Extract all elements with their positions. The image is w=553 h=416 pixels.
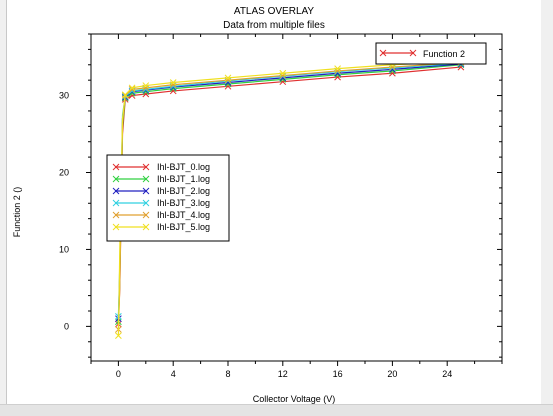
legend-main-box	[375, 42, 487, 65]
chart-subtitle: Data from multiple files	[223, 20, 325, 31]
data-point	[334, 65, 341, 72]
x-tick-label: 0	[116, 369, 121, 379]
y-axis-label: Function 2 ()	[12, 187, 22, 238]
legend-files: Ihl-BJT_0.log Ihl-BJT_1.log Ihl-BJT_2.log I…	[106, 154, 230, 242]
legend-item: Ihl-BJT_0.log	[112, 162, 210, 172]
legend-main-marker	[379, 49, 387, 57]
horizontal-scrollbar[interactable]	[0, 404, 553, 416]
chart: ATLAS OVERLAY Data from multiple files C…	[12, 6, 503, 404]
x-tick-label: 8	[225, 369, 230, 379]
legend-item-marker	[142, 163, 150, 171]
data-point	[389, 64, 396, 72]
legend-item-marker	[142, 187, 150, 195]
legend-item-label: Ihl-BJT_2.log	[157, 186, 210, 196]
legend-item-marker	[142, 175, 150, 183]
data-point	[334, 68, 341, 76]
data-point	[142, 82, 150, 89]
x-axis-label: Collector Voltage (V)	[253, 394, 336, 404]
data-point	[279, 72, 287, 80]
y-tick-label: 20	[59, 167, 69, 177]
data-point	[169, 79, 177, 86]
legend-main-marker	[409, 49, 417, 57]
y-tick-label: 10	[59, 244, 69, 254]
x-tick-label: 16	[333, 369, 343, 379]
x-tick-label: 4	[171, 369, 176, 379]
x-tick-label: 20	[387, 369, 397, 379]
legend-item-label: Ihl-BJT_3.log	[157, 198, 210, 208]
legend-item-marker	[112, 187, 120, 195]
legend-item-marker	[142, 199, 150, 207]
data-point	[121, 91, 129, 99]
legend-item-label: Ihl-BJT_0.log	[157, 162, 210, 172]
legend-item-label: Ihl-BJT_1.log	[157, 174, 210, 184]
legend-item-marker	[142, 223, 150, 231]
chart-title: ATLAS OVERLAY	[234, 6, 315, 17]
legend-main-label: Function 2	[423, 49, 465, 59]
window-edge	[541, 0, 553, 404]
legend-item: Ihl-BJT_1.log	[112, 174, 210, 184]
legend-item: Ihl-BJT_5.log	[112, 222, 210, 232]
data-point	[224, 77, 232, 85]
legend-item: Ihl-BJT_4.log	[112, 210, 210, 220]
legend-item-marker	[112, 199, 120, 207]
legend-item: Ihl-BJT_3.log	[112, 198, 210, 208]
legend-item-marker	[142, 211, 150, 219]
legend-item-marker	[112, 175, 120, 183]
legend-item-marker	[112, 223, 120, 231]
legend-item-marker	[112, 163, 120, 171]
y-tick-label: 0	[64, 321, 69, 331]
y-tick-label: 30	[59, 91, 69, 101]
legend-item: Ihl-BJT_2.log	[112, 186, 210, 196]
legend-item-label: Ihl-BJT_5.log	[157, 222, 210, 232]
legend-item-label: Ihl-BJT_4.log	[157, 210, 210, 220]
data-point	[115, 332, 122, 339]
data-point	[224, 74, 232, 82]
x-tick-label: 12	[278, 369, 288, 379]
x-tick-label: 24	[442, 369, 452, 379]
plot-frame	[90, 33, 503, 362]
data-point	[128, 84, 136, 92]
data-point	[279, 69, 287, 77]
legend-main: Function 2	[375, 42, 487, 65]
legend-item-marker	[112, 211, 120, 219]
